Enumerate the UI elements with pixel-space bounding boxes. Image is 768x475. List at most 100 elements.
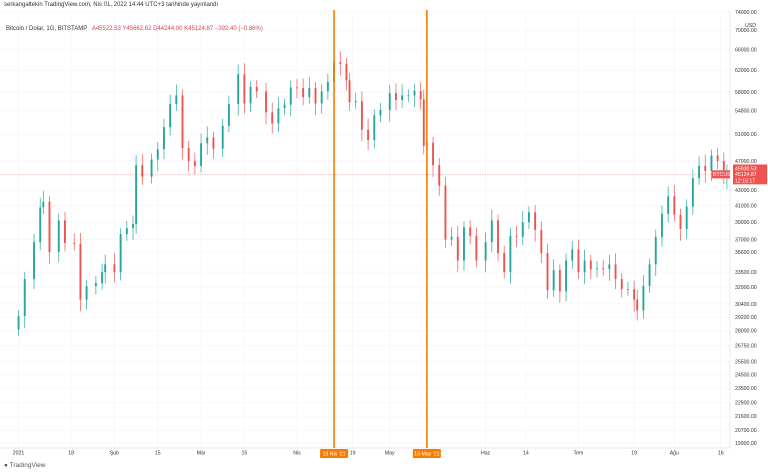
candle [497,214,499,262]
candle-body [515,235,518,237]
date-marker-tag [412,449,441,458]
candle-body [271,112,274,124]
candle [565,253,568,302]
candle [419,82,422,110]
tradingview-logo-text: TradingView [9,462,46,469]
y-tick-label: 66000.00 [735,47,757,53]
candle [73,233,76,251]
chart-pane[interactable]: 74000.00 70000.00 66000.00 62000.00 58000.00… [0,10,768,475]
countdown-label: 12:15:17 [735,178,755,184]
candle [596,261,598,278]
candle-body [373,115,376,141]
candle-body [509,235,512,273]
candle [626,282,629,296]
y-tick-label: 74000.00 [735,10,757,16]
y-tick-label: 30400.00 [735,302,757,308]
candle-body [135,165,138,224]
candle [42,190,45,215]
candle [608,254,611,281]
candle-body [648,264,651,287]
candle-body [85,286,88,300]
candle [577,239,580,279]
candle-body [94,283,97,287]
candle-body [620,279,623,290]
candle-body [463,227,465,261]
candle-body [200,143,203,166]
candle [206,126,209,155]
candle [345,57,348,91]
candle-body [527,212,530,223]
candle-body [716,155,719,161]
candle-body [704,165,707,171]
candle [583,249,586,284]
candle [57,213,60,263]
candle [413,83,416,108]
candle [552,259,555,297]
candle-body [534,212,537,230]
y-tick-label: 28000.00 [735,329,757,335]
candle [326,73,329,100]
candle [636,289,639,321]
last-price-label: 45124.87 [735,172,757,178]
x-tick-label: Nis [293,451,301,457]
date-marker-tag [320,449,349,458]
candle [113,253,116,283]
candle-body [503,253,506,273]
candle [308,77,311,104]
x-tick-label: Şub [110,451,119,457]
candle-body [104,264,107,273]
candle-body [394,93,397,100]
y-tick-label: 54800.00 [735,108,757,114]
grid-lines [0,11,730,448]
y-tick-label: 26750.00 [735,344,757,350]
candle-body [521,222,524,237]
candle [221,118,224,157]
candle [320,84,323,114]
candle-body [212,137,215,149]
candle-body [249,86,252,104]
y-tick-label: 23500.00 [735,386,757,392]
candle [104,254,107,284]
y-tick-label: 58000.00 [735,90,757,96]
candle [571,240,574,269]
candle [289,80,292,117]
candle-body [636,299,639,311]
candle [648,258,651,293]
y-tick-label: 37000.00 [735,237,757,243]
candle [667,186,670,223]
tradingview-logo-icon: ● [4,462,8,469]
candle [401,84,404,109]
candle-body [388,93,391,110]
candle [679,208,682,241]
candle-body [419,90,422,100]
candle [33,233,35,290]
candle [388,84,391,122]
candle-body [626,289,629,290]
candle-body [302,88,305,98]
candle [602,259,605,276]
candle-body [175,95,178,105]
publish-caption: serkangaltekin TradingView.com, Nis 01, … [4,2,219,8]
candle-body [206,137,209,144]
candle-body [39,207,42,243]
y-tick-label: 39000.00 [735,220,757,226]
y-tick-label: 51000.00 [735,132,757,138]
candle-body [187,147,190,161]
candle-body [17,316,20,330]
candle [48,195,51,264]
y-tick-label: 47000.00 [735,159,757,165]
y-tick-label: 24500.00 [735,373,757,379]
x-tick-label: 2021 [13,451,25,457]
candle [39,197,42,251]
candle-body [162,127,165,150]
candle [546,243,549,299]
candle-body [456,236,459,261]
x-tick-label: Mar [197,451,206,457]
y-tick-label: 70000.00 [735,28,757,34]
candle [135,155,138,234]
candlestick-chart[interactable]: 74000.00 70000.00 66000.00 62000.00 58000.00… [0,10,768,475]
candle-body [243,74,246,104]
candle [432,136,435,177]
candle-body [422,99,425,146]
